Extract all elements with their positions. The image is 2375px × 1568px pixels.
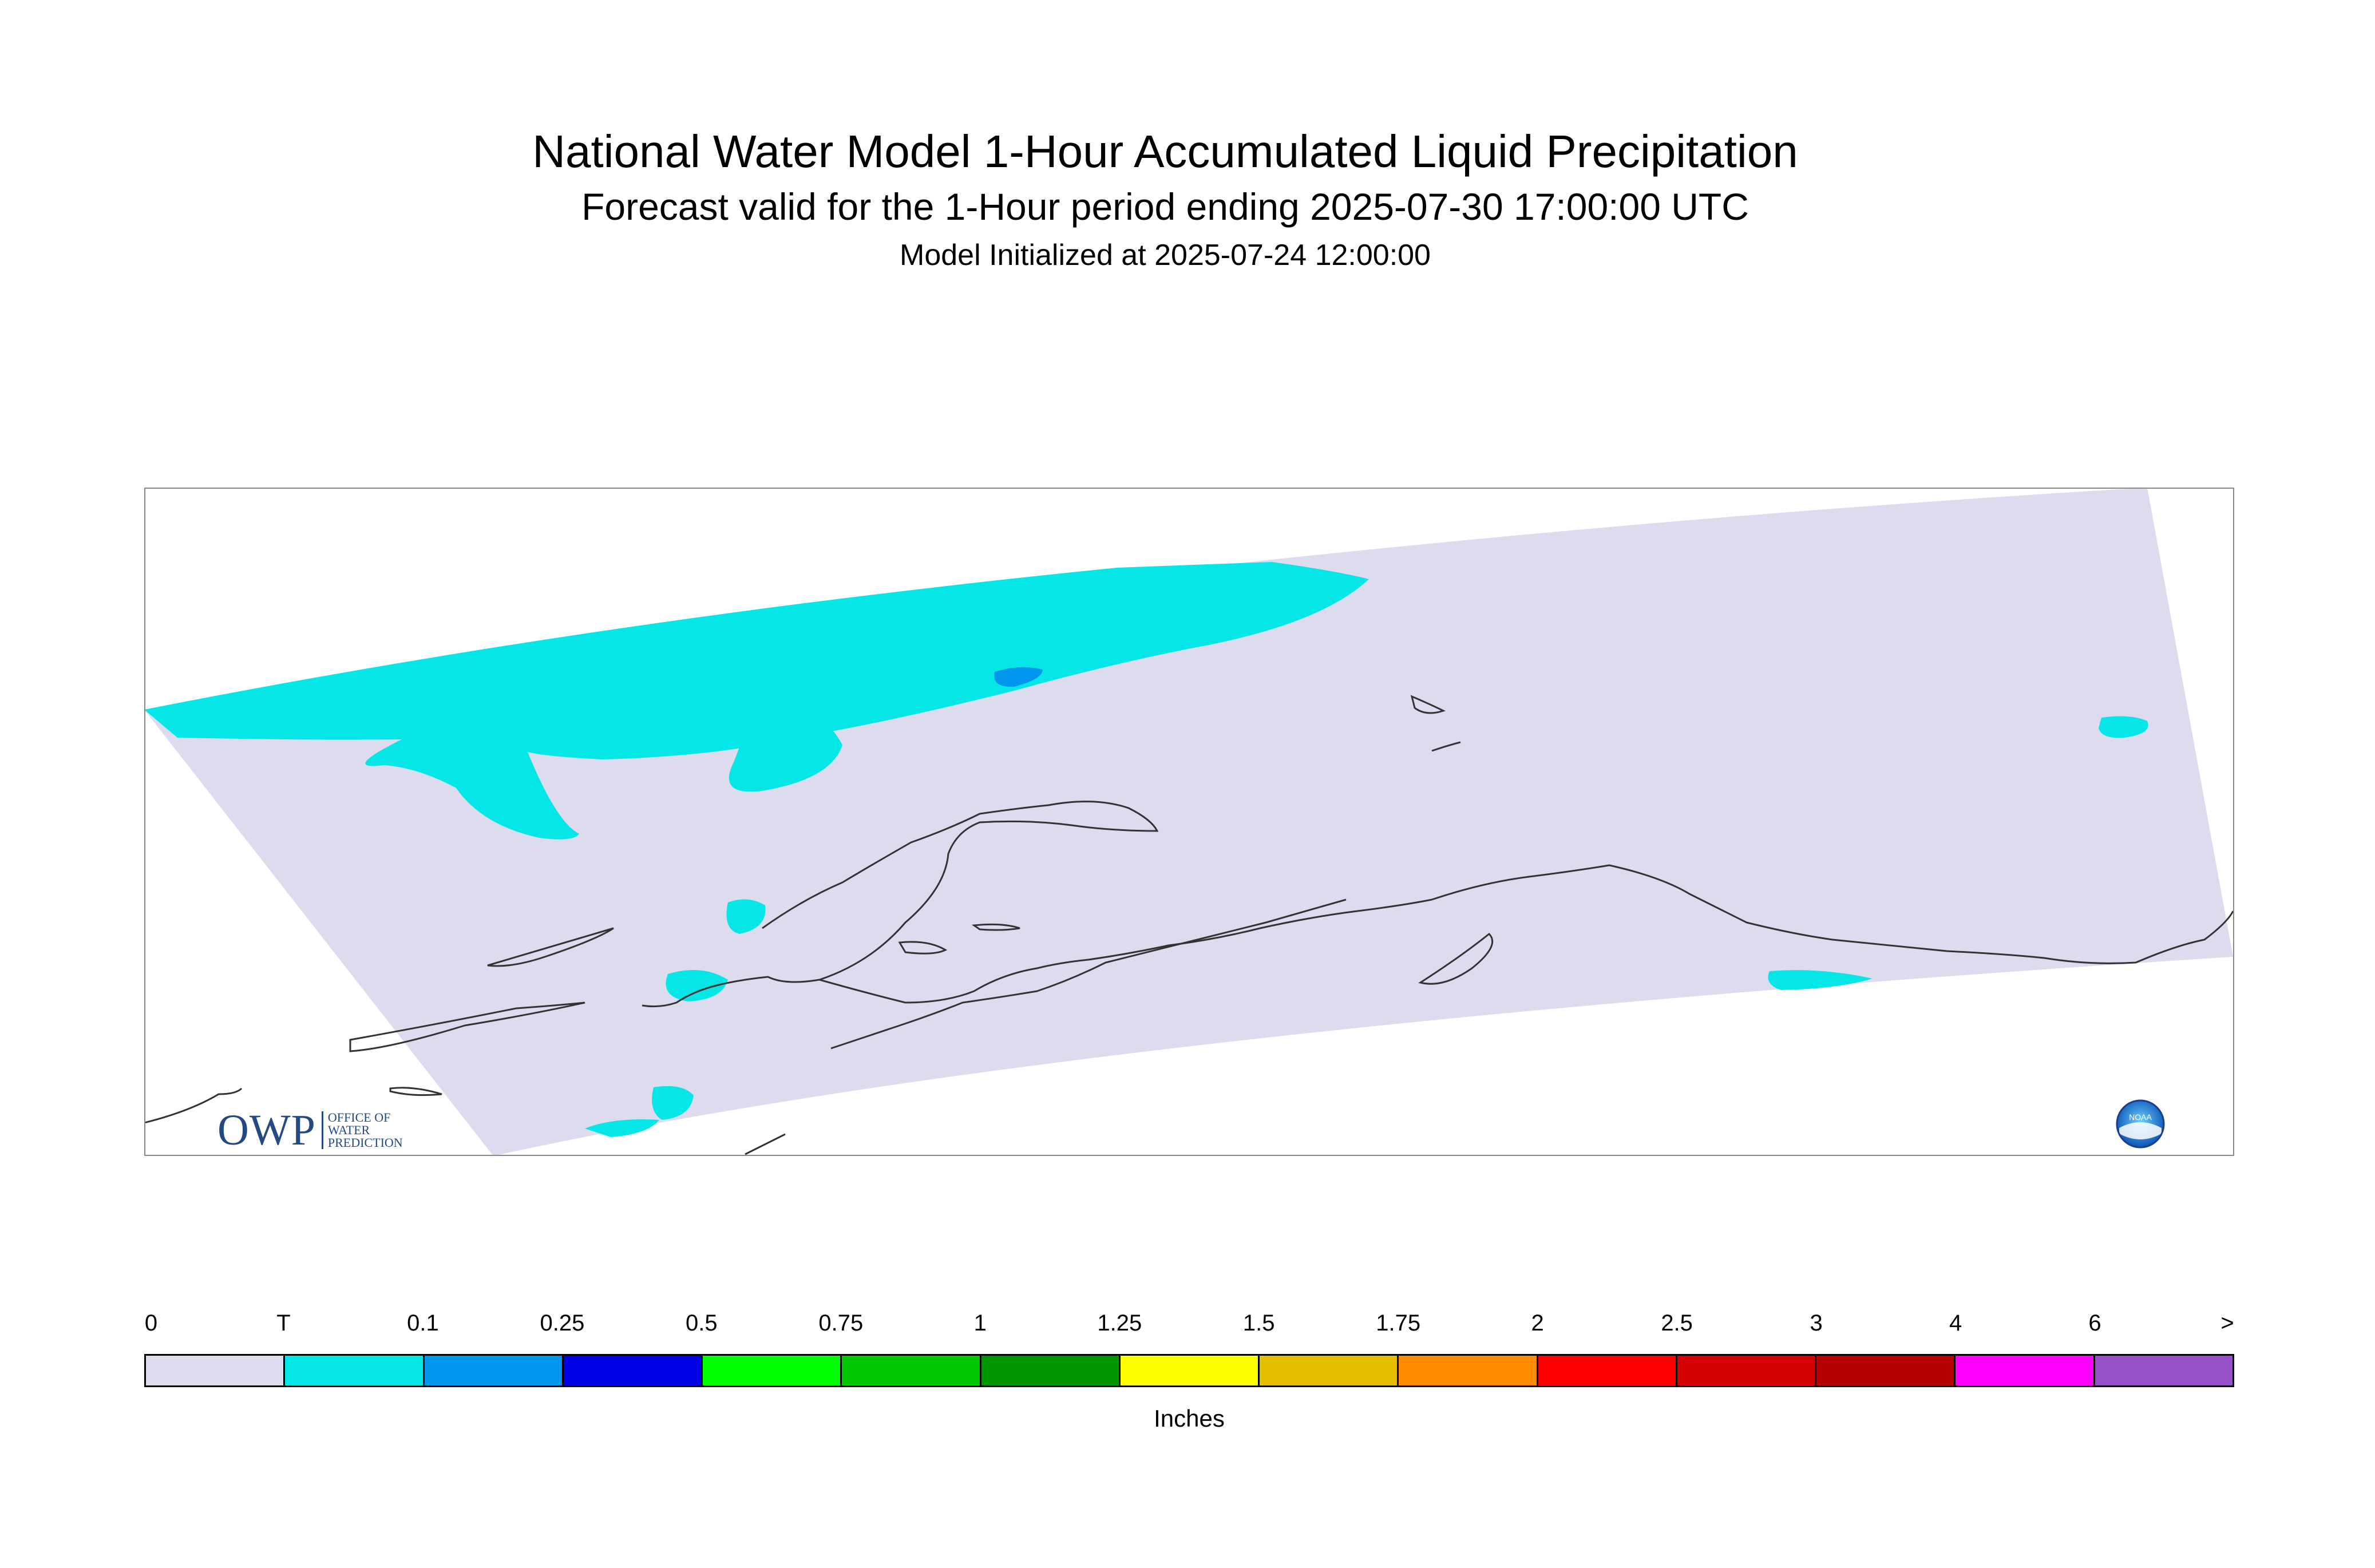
legend-swatch [842,1356,981,1385]
legend-tick-label: 0.25 [540,1310,585,1336]
island-bay [898,941,948,955]
legend-swatch [1538,1356,1677,1385]
coastline-southwest [144,1087,243,1124]
trace-area-peninsula-3 [652,1086,694,1120]
trace-area-north-coast [144,562,1369,840]
legend-tick-label: 1.5 [1242,1310,1275,1336]
trace-area-east-spot [2099,716,2148,738]
legend-tick-label: > [2220,1310,2234,1336]
legend-swatch [1816,1356,1956,1385]
owp-logo: OWP OFFICE OF WATER PREDICTION [217,1106,403,1154]
colorbar-legend: 0 T 0.1 0.25 0.5 0.75 1 1.25 1.5 1.75 2 2.5 3 4 6 > Inc… [144,1310,2234,1454]
island-north-1 [1410,695,1446,714]
trace-precip-areas [144,562,2148,1137]
legend-tick-label: 1 [973,1310,987,1336]
legend-tick-label: 0 [144,1310,158,1336]
chart-title: National Water Model 1-Hour Accumulated … [532,126,1798,177]
legend-swatch [703,1356,842,1385]
legend-tick-label: 3 [1810,1310,1823,1336]
coastlines [144,695,2234,1155]
coastline-eastern [2044,910,2234,964]
legend-swatch [146,1356,286,1385]
legend-swatch [1399,1356,1538,1385]
legend-color-bar [144,1354,2234,1387]
legend-tick-label: 1.25 [1097,1310,1142,1336]
legend-swatch [1677,1356,1817,1385]
legend-tick-label: 0.1 [407,1310,439,1336]
owp-logo-line-1: OFFICE OF [327,1110,391,1124]
legend-tick-label: 2 [1531,1310,1544,1336]
legend-swatch [563,1356,703,1385]
owp-logo-line-3: PREDICTION [327,1135,403,1150]
legend-swatch [424,1356,564,1385]
title-block: National Water Model 1-Hour Accumulated … [0,123,2330,278]
coastline-aleutian-chain [830,898,1347,1050]
legend-swatch [981,1356,1121,1385]
map-frame [144,488,2234,1156]
legend-tick-label: 0.75 [818,1310,864,1336]
valid-time-subtitle: Forecast valid for the 1-Hour period end… [581,185,1749,228]
island-southwest [389,1087,442,1096]
noaa-logo-icon: NOAA [2116,1099,2165,1149]
island-northwest [487,927,614,967]
legend-tick-label: 2.5 [1661,1310,1693,1336]
legend-swatch [285,1356,425,1385]
legend-tick-label: 0.5 [686,1310,718,1336]
legend-swatch [1956,1356,2095,1385]
legend-swatch [2095,1356,2232,1385]
trace-area-southeast-coast [1768,970,1873,990]
owp-logo-line-2: WATER [327,1123,370,1137]
trace-area-southwest [585,1119,659,1137]
legend-tick-label: 6 [2088,1310,2101,1336]
map-canvas [144,488,2234,1156]
trace-area-peninsula-2 [666,969,728,1001]
island-north-2 [1431,741,1461,752]
precipitation-map [144,488,2234,1156]
legend-units: Inches [1154,1405,1225,1432]
legend-swatch [1260,1356,1399,1385]
island-west-long [349,1001,585,1052]
coastline-south-fragment [745,1133,786,1155]
legend-tick-label: T [276,1310,291,1336]
model-init-line: Model Initialized at 2025-07-24 12:00:00 [900,239,1431,272]
legend-swatch [1120,1356,1260,1385]
light-precip-area [994,667,1043,687]
trace-area-peninsula-1 [726,899,766,934]
island-east-1 [1418,932,1494,985]
coastline-southern-peninsula [819,864,2045,1004]
island-mid-1 [971,923,1020,931]
noaa-logo-text: NOAA [2129,1112,2152,1122]
legend-tick-label: 1.75 [1376,1310,1421,1336]
coastline-mainland [642,801,1159,1008]
owp-logo-letters: OWP [217,1106,316,1154]
owp-logo-subtext: OFFICE OF WATER PREDICTION [321,1110,403,1150]
trace-area-lobe [729,707,842,792]
legend-tick-label: 4 [1949,1310,1962,1336]
